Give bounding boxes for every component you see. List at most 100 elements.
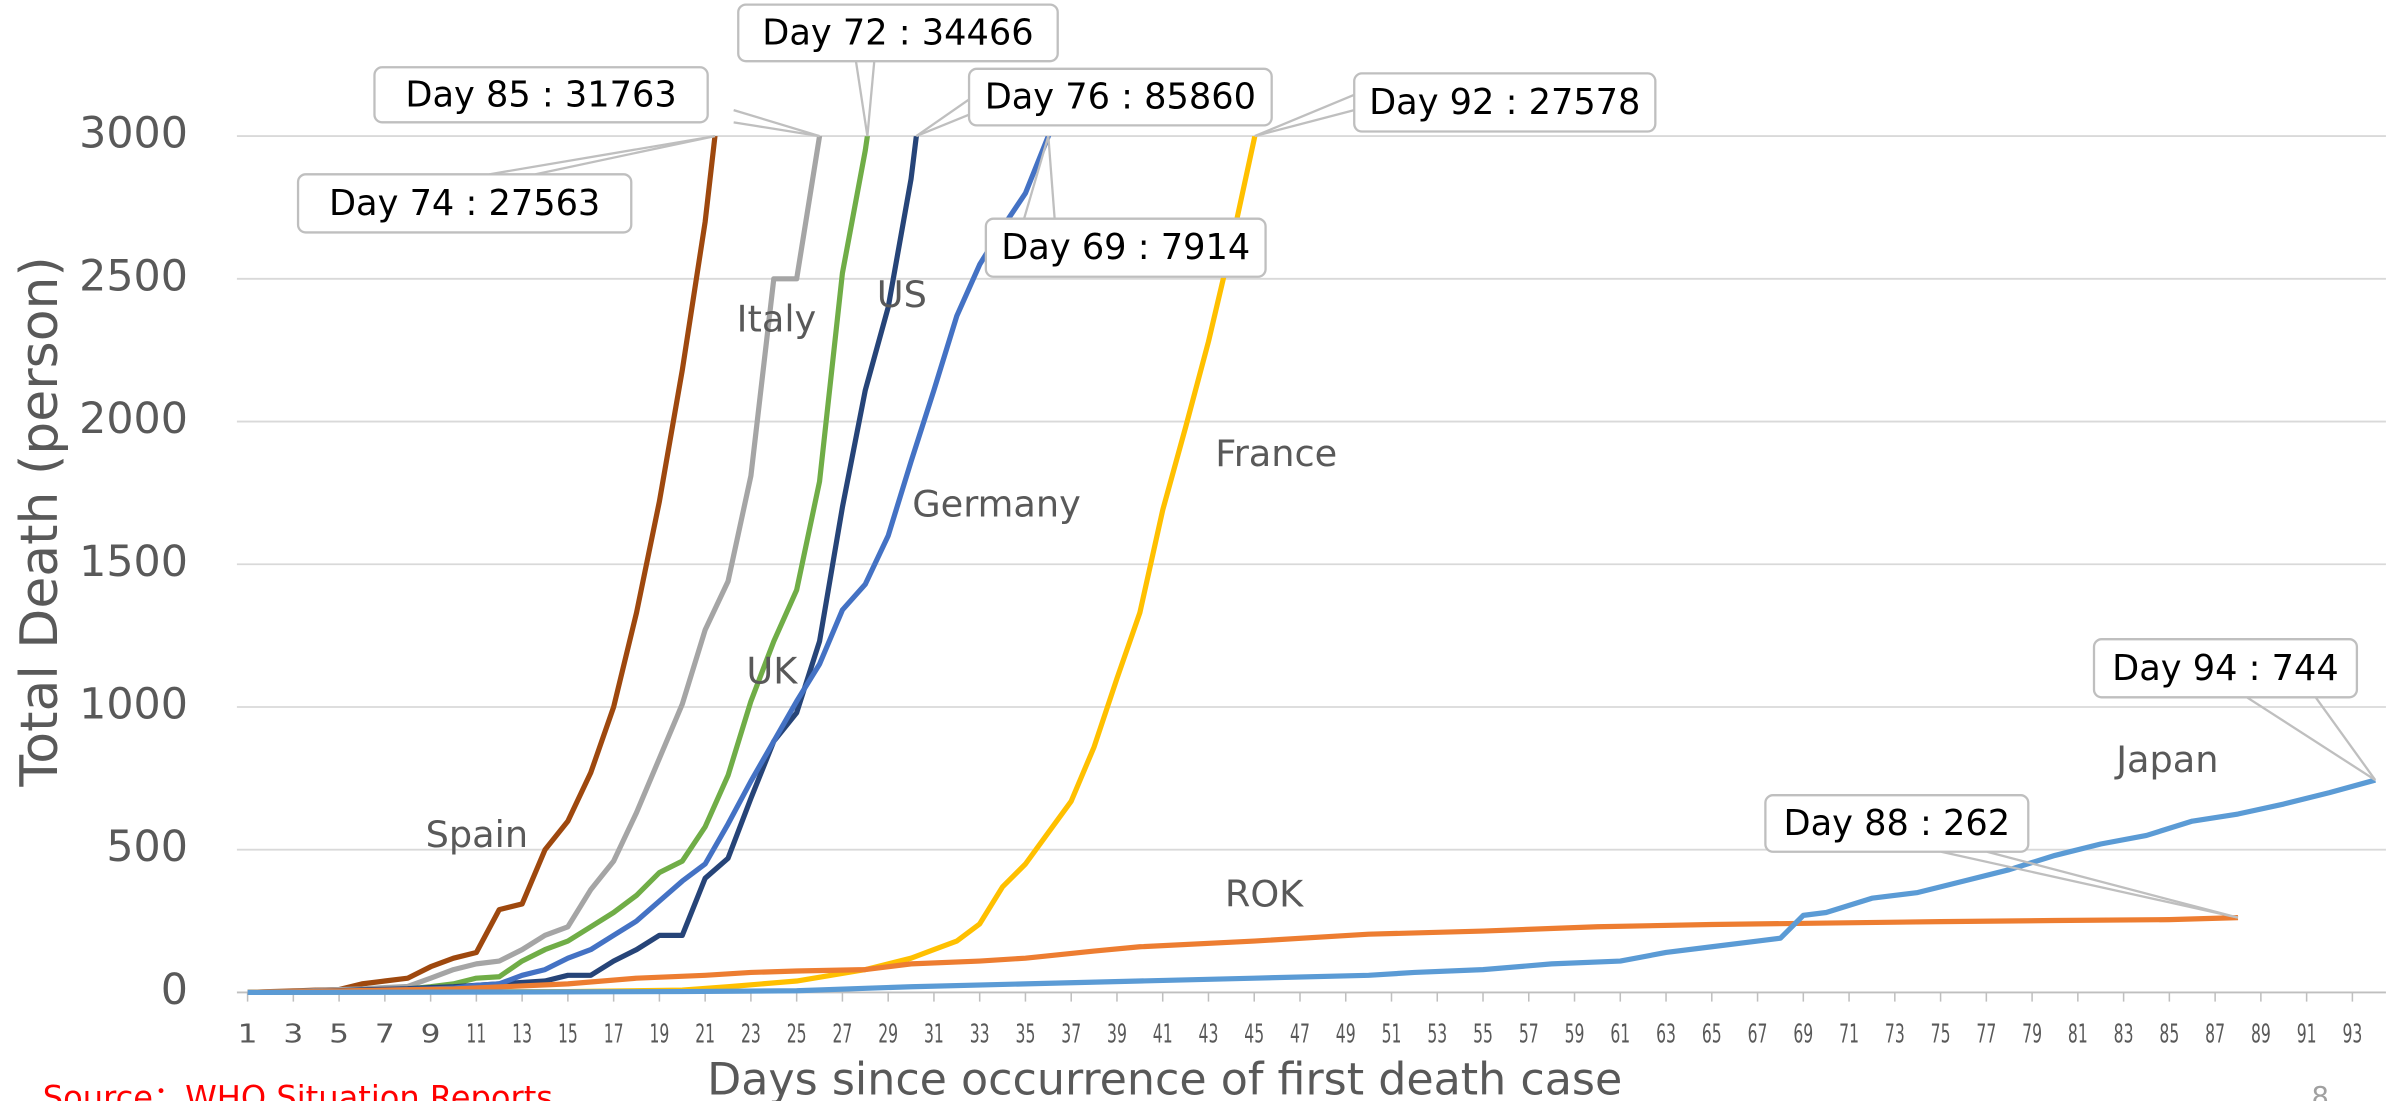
- y-tick-label: 500: [106, 822, 188, 872]
- callout-leader: [1254, 108, 1355, 138]
- x-tick-label: 73: [1885, 1020, 1905, 1050]
- y-tick-label: 1500: [79, 537, 188, 587]
- x-tick-label: 63: [1656, 1020, 1676, 1050]
- series-label: UK: [746, 649, 798, 692]
- series-line: [247, 915, 2239, 996]
- x-tick-label: 79: [2022, 1020, 2042, 1050]
- series-label: Spain: [426, 813, 528, 856]
- x-tick-label: 15: [558, 1020, 578, 1050]
- x-tick-label: 43: [1199, 1020, 1219, 1050]
- callout-leader: [1986, 850, 2239, 919]
- x-tick-label: 83: [2114, 1020, 2134, 1050]
- x-tick-label: 51: [1382, 1020, 1402, 1050]
- x-tick-label: 77: [1976, 1020, 1996, 1050]
- x-tick-label: 19: [649, 1020, 669, 1050]
- x-tick-label: 35: [1016, 1020, 1036, 1050]
- y-tick-label: 1000: [79, 679, 188, 729]
- x-tick-label: 21: [695, 1020, 715, 1050]
- x-tick-label: 67: [1748, 1020, 1768, 1050]
- callout-box: [737, 3, 1059, 63]
- x-tick-label: 71: [1839, 1020, 1859, 1050]
- callout-text: Day 92 : 27578: [1369, 82, 1640, 123]
- callout-box: [373, 66, 709, 124]
- x-tick-label: 89: [2251, 1020, 2271, 1050]
- callout-leader: [1022, 135, 1050, 219]
- x-tick-label: 31: [924, 1020, 944, 1050]
- callout-leader: [915, 98, 970, 138]
- x-tick-label: 41: [1153, 1020, 1173, 1050]
- series-line: [247, 777, 2376, 996]
- page-number: 8: [2311, 1081, 2328, 1101]
- callout-leader: [733, 121, 820, 138]
- x-tick-label: 61: [1610, 1020, 1630, 1050]
- y-tick-label: 3000: [79, 109, 188, 159]
- series-line: [247, 136, 1258, 996]
- callout-text: Day 88 : 262: [1784, 803, 2011, 844]
- y-axis-title: Total Death (person): [10, 256, 70, 787]
- x-tick-label: 7: [375, 1020, 395, 1050]
- x-axis-title: Days since occurrence of first death cas…: [707, 1055, 1622, 1101]
- y-tick-label: 2500: [79, 251, 188, 301]
- callout-box: [2092, 638, 2359, 699]
- x-tick-label: 85: [2159, 1020, 2179, 1050]
- x-tick-label: 49: [1336, 1020, 1356, 1050]
- y-tick-label: 2000: [79, 394, 188, 444]
- callout-text: Day 74 : 27563: [329, 183, 600, 224]
- x-tick-label: 57: [1519, 1020, 1539, 1050]
- callout-leader: [854, 60, 869, 137]
- x-tick-label: 25: [787, 1020, 807, 1050]
- callout-leader: [488, 134, 716, 176]
- callout-leader: [1047, 136, 1056, 219]
- x-tick-label: 93: [2342, 1020, 2362, 1050]
- x-tick-label: 5: [329, 1020, 349, 1050]
- x-tick-label: 27: [832, 1020, 852, 1050]
- x-tick-label: 1: [238, 1020, 258, 1050]
- callout-leader: [1254, 93, 1355, 138]
- x-tick-label: 75: [1931, 1020, 1951, 1050]
- x-tick-label: 81: [2068, 1020, 2088, 1050]
- x-tick-label: 37: [1061, 1020, 1081, 1050]
- x-tick-label: 53: [1427, 1020, 1447, 1050]
- x-tick-label: 65: [1702, 1020, 1722, 1050]
- series-label: Japan: [2114, 738, 2218, 781]
- callout-leader: [733, 109, 820, 138]
- plot-area: [247, 136, 2376, 996]
- x-tick-label: 29: [878, 1020, 898, 1050]
- series-label: Germany: [912, 483, 1081, 526]
- series-label: US: [877, 273, 927, 316]
- x-tick-label: 23: [741, 1020, 761, 1050]
- x-tick-label: 9: [421, 1020, 441, 1050]
- series-label: Italy: [737, 298, 817, 341]
- series-line: [247, 136, 871, 996]
- source-note: Source：WHO Situation Reports: [43, 1078, 553, 1101]
- series-line: [247, 136, 919, 996]
- x-tick-label: 55: [1473, 1020, 1493, 1050]
- callout-text: Day 69 : 7914: [1001, 227, 1250, 268]
- x-tick-label: 47: [1290, 1020, 1310, 1050]
- x-tick-label: 11: [466, 1020, 486, 1050]
- series-label: France: [1215, 432, 1337, 475]
- callout-leader: [534, 134, 716, 176]
- x-tick-label: 87: [2205, 1020, 2225, 1050]
- callout-leader: [915, 113, 970, 138]
- callout-leader: [2314, 696, 2377, 781]
- y-tick-label: 0: [161, 965, 188, 1015]
- callout-box: [1764, 794, 2030, 853]
- callout-text: Day 72 : 34466: [762, 12, 1033, 53]
- x-tick-label: 13: [512, 1020, 532, 1050]
- x-tick-label: 33: [970, 1020, 990, 1050]
- callout-leader: [866, 61, 876, 137]
- callout-text: Day 85 : 31763: [405, 74, 676, 115]
- callout-text: Day 76 : 85860: [985, 77, 1256, 118]
- x-tick-label: 3: [283, 1020, 303, 1050]
- callout-box: [967, 67, 1273, 127]
- x-tick-label: 59: [1565, 1020, 1585, 1050]
- series-label: ROK: [1225, 873, 1304, 916]
- callout-leader: [2246, 696, 2376, 782]
- x-tick-label: 69: [1793, 1020, 1813, 1050]
- callout-box: [1353, 72, 1657, 133]
- x-tick-label: 45: [1244, 1020, 1264, 1050]
- callout-text: Day 94 : 744: [2112, 648, 2339, 689]
- callout-box: [296, 173, 633, 234]
